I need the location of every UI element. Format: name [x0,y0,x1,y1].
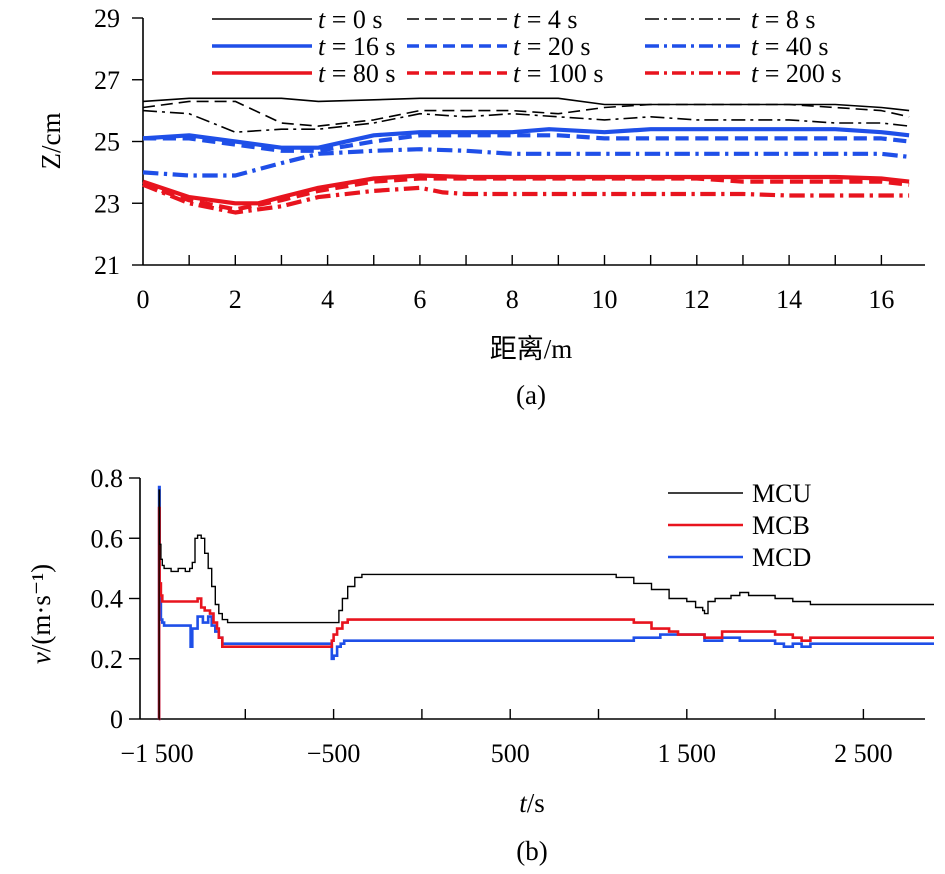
panel-a-xtick-label: 16 [868,285,894,314]
legend-label-t-4-s: t = 4 s [513,5,578,34]
panel-a-ytick-label: 23 [94,189,120,218]
series-line-t-8-s [142,109,910,133]
legend-label-t-8-s: t = 8 s [751,5,816,34]
panel-a-xtick-label: 2 [229,285,242,314]
panel-a-xtick-label: 0 [137,285,150,314]
panel-b-ytick-label: 0.8 [91,464,124,493]
legend-label-t-16-s: t = 16 s [318,32,396,61]
panel-b-ytick-label: 0.4 [91,585,124,614]
legend-label-t-100-s: t = 100 s [513,59,604,88]
series-line-mcd [157,485,934,721]
panel-b-legend: MCU MCB MCD [668,479,811,572]
panel-b-xtick-label: 2 500 [834,739,893,768]
panel-b-xtick-label: −500 [307,739,361,768]
panel-a-ytick-label: 21 [94,251,120,280]
panel-b-series [157,485,934,721]
series-line-t-20-s [143,133,910,153]
series-line-t-200-s [142,182,910,215]
legend-label-t-80-s: t = 80 s [318,59,396,88]
panel-a-series [142,97,910,215]
panel-a-label: (a) [516,380,546,410]
series-line-t-100-s [142,176,910,212]
series-line-t-40-s [142,147,910,178]
panel-b-ytick-label: 0.2 [91,645,124,674]
panel-b-ytick-label: 0.6 [91,524,124,553]
panel-a-ytick-label: 27 [94,66,120,95]
legend-label-t-20-s: t = 20 s [513,32,591,61]
panel-a-ticks: 21 23 25 27 29 0 2 4 6 8 10 12 14 16 [94,4,894,314]
series-line-t-4-s [142,100,910,127]
panel-b-ytick-label: 0 [110,705,123,734]
series-line-mcu [158,489,934,720]
panel-a-xtick-label: 6 [413,285,426,314]
series-line-t-0-s [142,97,910,112]
panel-b-label: (b) [516,836,547,866]
legend-label-t-40-s: t = 40 s [751,32,829,61]
panel-a-xtick-label: 4 [321,285,334,314]
panel-a-ytick-label: 29 [94,4,120,33]
panel-a-xtick-label: 12 [684,285,710,314]
panel-b-xtick-label: 500 [491,739,530,768]
panel-b-ylabel: v/(m·s⁻¹) [26,564,56,664]
legend-label-t-200-s: t = 200 s [751,59,842,88]
panel-b-xtick-label: −1 500 [120,739,193,768]
legend-label-mcd: MCD [752,543,811,572]
panel-a-xlabel: 距离/m [490,334,573,364]
panel-b: 0 0.2 0.4 0.6 0.8 −1 500 −500 500 1 500 2 500 MCU… [26,464,934,866]
panel-b-ticks: 0 0.2 0.4 0.6 0.8 −1 500 −500 500 1 500 2 500 [91,464,893,768]
series-line-t-16-s [142,127,910,150]
panel-a-ylabel: Z/cm [36,113,66,170]
legend-label-mcb: MCB [752,511,810,540]
panel-a-ytick-label: 25 [94,128,120,157]
panel-a-xtick-label: 10 [592,285,618,314]
panel-b-xtick-label: 1 500 [658,739,717,768]
series-line-mcb [157,506,934,721]
panel-a-xtick-label: 8 [506,285,519,314]
panel-b-xlabel: t/s [519,788,545,818]
legend-label-mcu: MCU [752,479,811,508]
legend-label-t-0-s: t = 0 s [318,5,383,34]
panel-a-xtick-label: 14 [776,285,802,314]
